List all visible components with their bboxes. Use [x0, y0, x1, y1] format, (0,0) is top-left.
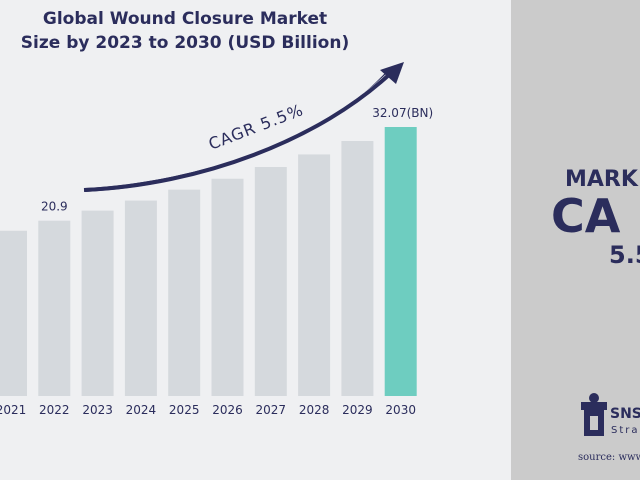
value-label: 20.9	[41, 200, 68, 214]
bar	[384, 127, 417, 396]
value-label: 32.07(BN)	[372, 106, 433, 120]
x-tick-label: 2027	[256, 403, 287, 417]
chart-title: Size by 2023 to 2030 (USD Billion)	[21, 33, 349, 53]
brand-name: SNS	[610, 406, 640, 422]
x-tick-label: 2021	[0, 403, 26, 417]
panel-heading: MARK	[565, 167, 639, 192]
arrow-head	[380, 62, 404, 84]
x-tick-label: 2024	[126, 403, 157, 417]
bar	[254, 167, 287, 396]
bars	[0, 127, 417, 396]
x-tick-label: 2026	[212, 403, 243, 417]
bar	[341, 141, 374, 396]
bar	[0, 230, 27, 396]
bar	[38, 220, 71, 396]
panel-rate: 5.5	[609, 241, 640, 269]
chart-title: Global Wound Closure Market	[43, 9, 327, 29]
bar	[81, 210, 114, 396]
side-panel	[511, 0, 640, 480]
brand-subtitle: Stra	[611, 425, 640, 436]
logo	[581, 393, 607, 436]
x-tick-label: 2023	[82, 403, 113, 417]
x-tick-label: 2028	[299, 403, 330, 417]
panel-cagr: CA	[551, 189, 621, 243]
bar	[124, 200, 157, 396]
bar	[211, 178, 244, 396]
bar	[168, 189, 201, 396]
x-tick-label: 2025	[169, 403, 200, 417]
source: source: www	[578, 452, 640, 463]
x-tick-label: 2029	[342, 403, 373, 417]
x-tick-label: 2022	[39, 403, 70, 417]
bar	[298, 154, 331, 396]
x-tick-label: 2030	[385, 403, 416, 417]
